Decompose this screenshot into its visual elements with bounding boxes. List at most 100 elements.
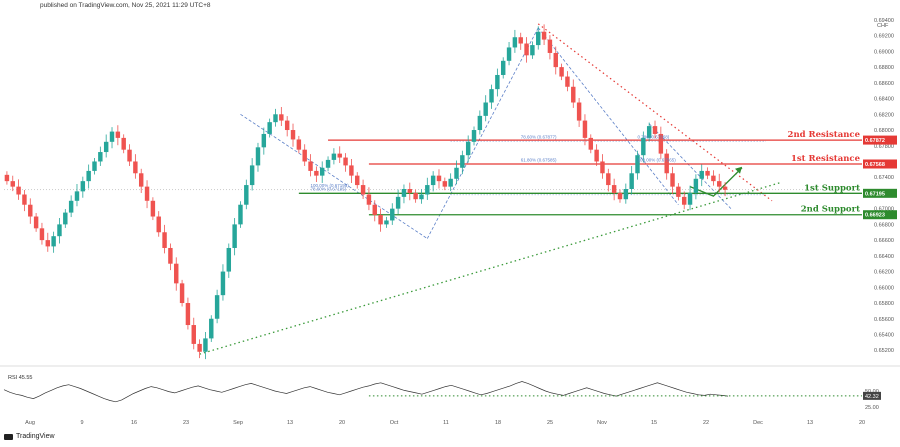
resistance-label: 1st Resistance xyxy=(791,154,861,164)
rsi-value-tag: 42.32 xyxy=(865,394,879,400)
candle xyxy=(133,161,138,174)
price-tick-label: 0.68000 xyxy=(874,128,894,134)
candle xyxy=(489,89,494,103)
candle xyxy=(629,173,634,189)
candle xyxy=(261,133,267,148)
candle xyxy=(711,175,716,182)
candle xyxy=(279,114,284,121)
candle xyxy=(407,189,413,193)
candle xyxy=(296,139,302,150)
candle xyxy=(442,181,448,187)
candle xyxy=(512,37,518,48)
candle xyxy=(360,185,366,195)
candle xyxy=(80,181,86,192)
candle xyxy=(267,122,272,134)
candle xyxy=(518,37,523,44)
candle xyxy=(179,283,185,304)
level-price-tag-text: 0.67568 xyxy=(865,162,885,168)
time-tick-label: Aug xyxy=(25,420,35,426)
candle xyxy=(63,212,68,225)
candle xyxy=(652,126,658,134)
candle xyxy=(343,157,348,166)
price-tick-label: 0.66800 xyxy=(874,222,894,228)
candle xyxy=(255,147,261,166)
candle xyxy=(138,173,144,187)
candle xyxy=(413,192,418,200)
price-tick-label: 0.65800 xyxy=(874,301,894,307)
fib-label: 100.00% (0.67565) xyxy=(638,158,677,163)
candle xyxy=(209,318,214,339)
uptrend-line xyxy=(199,182,781,355)
candle xyxy=(500,60,506,75)
candle xyxy=(168,247,173,264)
candle xyxy=(430,175,436,186)
candle xyxy=(314,170,319,176)
candle xyxy=(127,149,132,162)
candle xyxy=(658,133,664,154)
candle xyxy=(594,149,599,162)
candle xyxy=(174,263,179,284)
price-axis-currency: CHF xyxy=(877,23,889,29)
candle xyxy=(600,161,605,174)
candle xyxy=(51,236,56,247)
time-axis[interactable]: Aug 9 16 23 Sep 13 20 Oct 11 18 25 Nov 15 22 Dec 13 20 xyxy=(25,420,865,426)
candle xyxy=(576,102,582,121)
candle xyxy=(693,178,699,193)
candle xyxy=(109,131,115,142)
candle xyxy=(401,189,407,197)
candle xyxy=(22,194,27,205)
rsi-value-tag-bg xyxy=(863,391,881,400)
candle xyxy=(86,170,91,182)
price-tick-label: 0.67400 xyxy=(874,175,894,181)
candle xyxy=(325,159,331,168)
time-tick-label: Oct xyxy=(390,420,399,426)
candle xyxy=(273,114,278,123)
time-tick-label: 22 xyxy=(703,420,709,426)
candles xyxy=(4,24,728,360)
price-tick-label: 0.69000 xyxy=(874,49,894,55)
candle xyxy=(571,86,576,103)
swing-line xyxy=(537,27,679,205)
candle xyxy=(635,155,640,174)
price-tick-label: 0.68200 xyxy=(874,112,894,118)
rsi-label: RSI 45.55 xyxy=(8,375,32,381)
resistance-label: 2nd Resistance xyxy=(788,130,861,140)
candle xyxy=(249,165,255,186)
price-tick-label: 0.65400 xyxy=(874,332,894,338)
candle xyxy=(191,325,196,344)
candle xyxy=(185,303,191,326)
candle xyxy=(98,152,103,162)
price-tick-label: 0.69200 xyxy=(874,34,894,40)
candle xyxy=(547,39,553,53)
candle xyxy=(623,189,629,200)
candle xyxy=(471,130,477,142)
candle xyxy=(16,186,21,195)
time-tick-label: 13 xyxy=(807,420,813,426)
candle xyxy=(681,196,687,205)
rsi-value-tag: 25.00 xyxy=(865,405,879,411)
level-price-tag xyxy=(863,210,897,220)
time-tick-label: 11 xyxy=(443,420,449,426)
time-tick-label: 18 xyxy=(495,420,501,426)
level-price-tag xyxy=(863,159,897,169)
time-tick-label: 9 xyxy=(80,420,83,426)
level-price-tag-text: 0.67872 xyxy=(865,138,885,144)
price-tick-label: 0.68600 xyxy=(874,81,894,87)
candle xyxy=(33,216,39,229)
projection-arrow-head xyxy=(735,166,742,174)
candle xyxy=(395,196,401,209)
candle xyxy=(232,224,237,248)
candle xyxy=(144,186,150,201)
price-axis-top-label: 0.69400 xyxy=(874,18,894,24)
candle xyxy=(617,192,623,200)
candle xyxy=(495,74,500,90)
candle xyxy=(4,174,10,182)
swing-line xyxy=(426,27,539,239)
tradingview-brand[interactable]: TradingView xyxy=(4,433,55,440)
price-tick-label: 0.68400 xyxy=(874,97,894,103)
level-price-tag xyxy=(863,135,897,145)
time-tick-label: Dec xyxy=(753,420,763,426)
candle xyxy=(45,240,51,247)
